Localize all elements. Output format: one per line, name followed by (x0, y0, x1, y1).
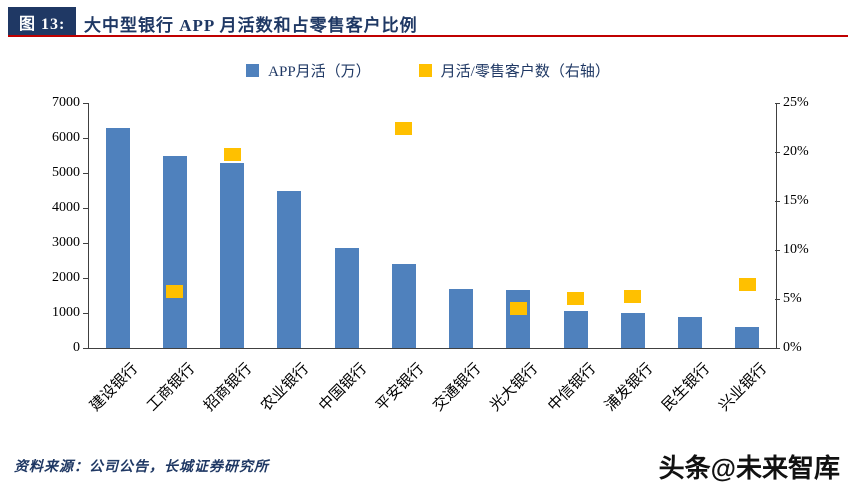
right-axis-tick-label: 25% (783, 95, 809, 110)
ratio-series-swatch (418, 64, 432, 77)
legend-item: 月活/零售客户数（右轴） (418, 60, 610, 81)
left-axis-tick-label: 1000 (52, 305, 80, 320)
left-axis-tick (83, 173, 88, 174)
marker-ratio (395, 121, 413, 135)
bar-app-mau (678, 316, 703, 348)
left-axis-tick (83, 278, 88, 279)
bar-app-mau (334, 248, 359, 348)
bar-app-mau (162, 155, 187, 348)
x-axis-category-label: 农业银行 (258, 360, 313, 415)
x-axis-category-label: 工商银行 (144, 360, 199, 415)
x-axis-category-label: 招商银行 (201, 360, 256, 415)
x-axis-category-label: 中信银行 (545, 360, 599, 415)
x-axis-category-label: 建设银行 (87, 360, 141, 415)
right-axis-tick (775, 201, 780, 202)
left-axis-tick-label: 6000 (52, 130, 80, 145)
left-axis-tick-label: 5000 (52, 165, 80, 180)
x-axis-category-label: 交通银行 (430, 360, 485, 415)
left-axis-tick (83, 313, 88, 314)
left-axis-tick-label: 2000 (52, 270, 80, 285)
right-axis-tick (775, 152, 780, 153)
plot-area (88, 103, 777, 349)
left-axis-tick (83, 103, 88, 104)
marker-ratio (509, 302, 527, 316)
bar-app-mau (620, 313, 645, 348)
left-axis-tick-label: 3000 (52, 235, 80, 250)
x-axis-category-label: 光大银行 (487, 360, 542, 415)
left-axis-tick-label: 4000 (52, 200, 80, 215)
left-axis-tick-label: 0 (73, 340, 80, 355)
right-axis-tick (775, 348, 780, 349)
bar-app-mau (563, 311, 588, 348)
bar-app-mau (105, 127, 130, 348)
bar-app-mau (735, 327, 760, 348)
x-axis-category-label: 民生银行 (659, 360, 714, 415)
bar-app-mau (220, 162, 245, 348)
left-axis-tick (83, 348, 88, 349)
bar-series-swatch (246, 64, 260, 77)
left-axis-tick (83, 138, 88, 139)
right-axis-tick-label: 15% (783, 193, 809, 208)
x-axis-category-label: 中国银行 (316, 360, 370, 415)
legend-label: 月活/零售客户数（右轴） (440, 64, 610, 80)
left-axis-tick (83, 243, 88, 244)
marker-ratio (738, 277, 756, 291)
figure-number-badge: 图 13: (8, 7, 77, 37)
chart-legend: APP月活（万） 月活/零售客户数（右轴） (0, 60, 856, 81)
marker-ratio (567, 291, 585, 305)
marker-ratio (166, 284, 184, 298)
right-axis-tick (775, 103, 780, 104)
bar-app-mau (391, 264, 416, 348)
bar-app-mau (277, 190, 302, 348)
x-axis-category-label: 兴业银行 (716, 360, 771, 415)
marker-ratio (624, 289, 642, 303)
bar-app-mau (449, 288, 474, 348)
right-axis-tick-label: 0% (783, 340, 802, 355)
left-axis-tick (83, 208, 88, 209)
source-note: 资料来源：公司公告，长城证券研究所 (14, 460, 269, 475)
right-axis-tick (775, 250, 780, 251)
left-axis-tick-label: 7000 (52, 95, 80, 110)
legend-item: APP月活（万） (246, 60, 371, 81)
bar-app-mau (506, 290, 531, 348)
figure-title: 大中型银行 APP 月活数和占零售客户比例 (84, 16, 418, 35)
right-axis-tick-label: 5% (783, 291, 802, 306)
x-axis-category-label: 浦发银行 (602, 360, 657, 415)
watermark: 头条@未来智库 (658, 453, 840, 483)
right-axis-tick-label: 10% (783, 242, 809, 257)
right-axis-tick (775, 299, 780, 300)
x-axis-category-label: 平安银行 (373, 360, 428, 415)
header-divider (8, 35, 848, 37)
marker-ratio (223, 148, 241, 162)
right-axis-tick-label: 20% (783, 144, 809, 159)
legend-label: APP月活（万） (268, 64, 371, 80)
